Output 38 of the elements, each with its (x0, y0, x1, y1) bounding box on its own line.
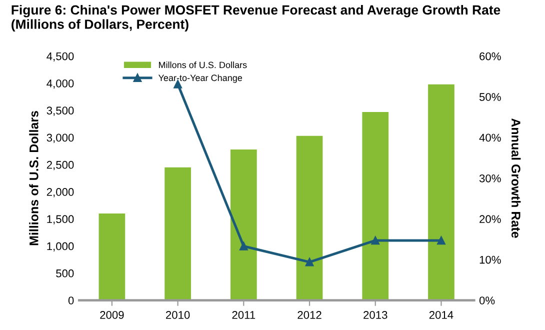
x-tick-label: 2013 (364, 311, 388, 319)
bar (164, 167, 191, 300)
y-tick-label: 2,500 (46, 160, 74, 170)
y2-tick-label: 10% (480, 256, 501, 264)
y-tick-label: 0 (68, 296, 74, 304)
y2-tick-label: 30% (479, 174, 501, 182)
y-tick-label: 2,000 (46, 188, 74, 198)
chart-title: Figure 6: China's Power MOSFET Revenue Forecast and Average Growth Rate (Millions of Dollars, Percent) (12, 4, 500, 32)
x-tick-label: 2011 (232, 311, 256, 319)
x-tick-label: 2012 (298, 311, 322, 319)
point (239, 242, 248, 250)
y2-tick-label: 0% (479, 296, 495, 304)
y-axis-title: Millions of U.S. Dollars (29, 110, 38, 246)
y-tick-label: 1,000 (47, 242, 74, 252)
point (437, 236, 446, 245)
point (371, 236, 380, 245)
y2-tick-label: 60% (480, 52, 501, 60)
y-tick-label: 3,000 (46, 134, 74, 143)
bar (296, 136, 323, 300)
y2-tick-label: 40% (479, 134, 501, 142)
legend-label: Millons of U.S. Dollars (159, 62, 247, 68)
y-tick-label: 4,000 (46, 80, 74, 89)
y2-axis-title: Annual Growth Rate (512, 118, 521, 238)
legend-label: Year-to-Year Change (158, 74, 242, 83)
y2-tick-label: 50% (479, 93, 501, 101)
y-tick-label: 3,500 (46, 106, 74, 116)
x-tick-label: 2009 (100, 311, 124, 319)
x-tick-label: 2010 (166, 311, 190, 319)
y-tick-label: 4,500 (46, 52, 74, 62)
y-tick-label: 500 (56, 269, 74, 278)
y2-tick-label: 20% (480, 215, 501, 224)
bar (428, 84, 454, 300)
y-tick-label: 1,500 (47, 215, 74, 224)
point (305, 258, 314, 266)
bar (98, 213, 126, 300)
bar (362, 112, 389, 300)
x-tick-label: 2014 (429, 311, 454, 319)
bar (230, 149, 257, 300)
